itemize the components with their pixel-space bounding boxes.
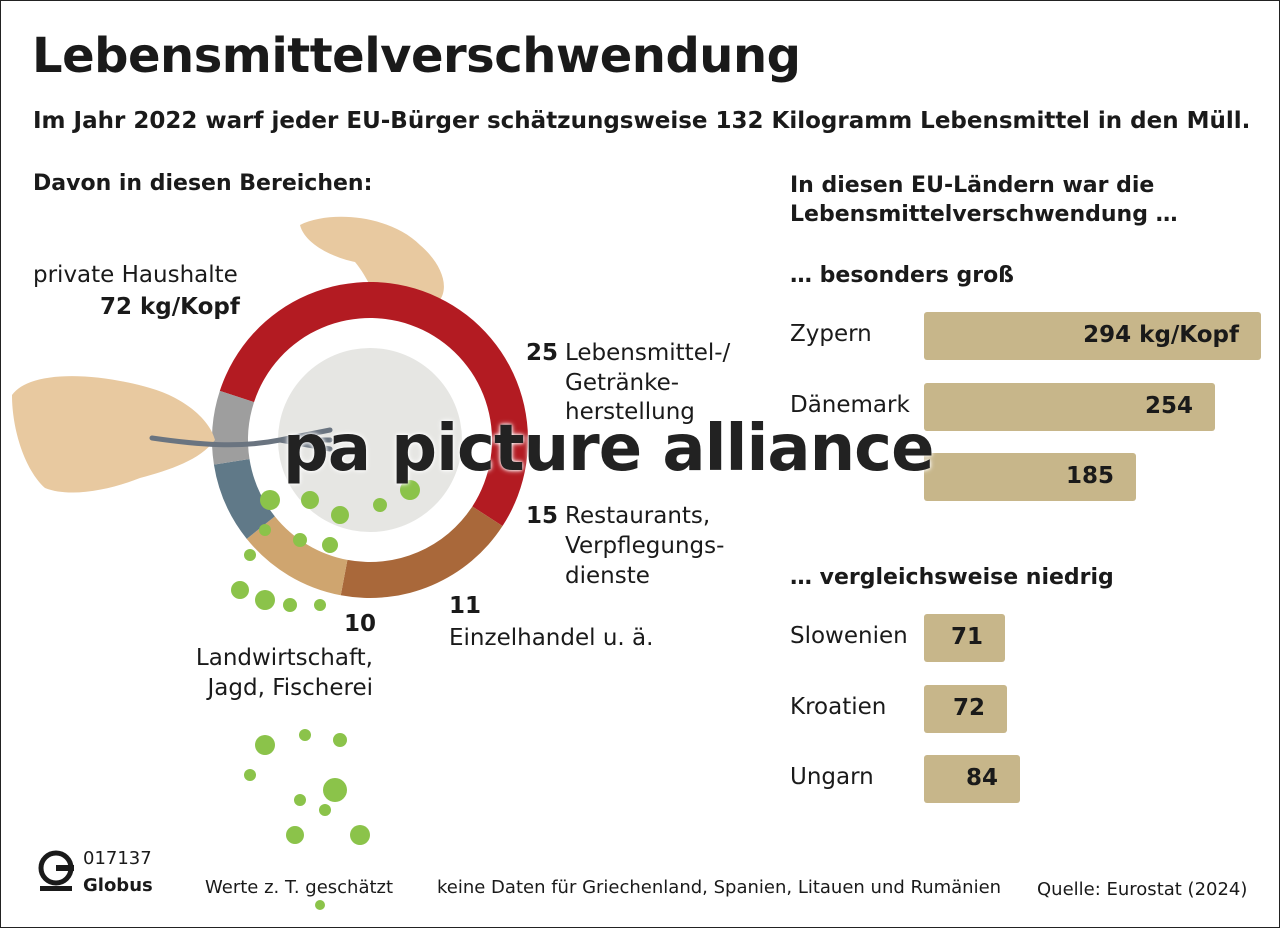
country-name: Ungarn [790,764,874,790]
retail-value: 11 [449,593,482,619]
fork-illustration [149,427,333,452]
leaves-illustration [231,480,420,910]
donut-slice-manufacturing [340,506,503,598]
country-name: Slowenien [790,623,908,649]
note-no-data: keine Daten für Griechenland, Spanien, L… [437,877,1002,898]
restaurants-label-line2: Verpflegungs- [565,533,725,559]
page-subtitle: Im Jahr 2022 warf jeder EU-Bürger schätz… [33,108,1251,134]
restaurants-label-line3: dienste [565,563,650,589]
countries-heading: In diesen EU-Ländern war die Lebensmitte… [790,173,1178,227]
watermark-text: pa picture alliance [283,412,934,486]
source-note: Quelle: Eurostat (2024) [1037,879,1248,900]
country-bar-value: 294 kg/Kopf [1083,322,1239,348]
manufacturing-label-line2: Getränke- [565,370,680,396]
sectors-heading: Davon in diesen Bereichen: [33,171,373,196]
country-bar [924,614,1005,662]
donut-slices [212,282,528,598]
country-bar [924,383,1215,431]
country-name: Kroatien [790,694,887,720]
retail-label: Einzelhandel u. ä. [449,625,654,651]
country-bar-value: 71 [950,624,983,650]
manufacturing-label-line3: herstellung [565,399,695,425]
brand-name: Globus [83,875,153,896]
country-bar [924,312,1261,360]
households-label: private Haushalte [33,262,238,288]
hand-left-illustration [12,376,215,493]
low-group-heading: … vergleichsweise niedrig [790,565,1114,590]
country-bar [924,453,1136,501]
restaurants-value: 15 [526,503,559,529]
donut-slice-households [219,282,528,527]
watermark: pa picture alliance [283,412,934,486]
agriculture-value: 10 [344,611,377,637]
page-title: Lebensmittelverschwendung [32,28,801,84]
agriculture-label-line1: Landwirtschaft, [195,645,373,671]
country-bar-value: 84 [965,765,998,791]
country-bar [924,685,1007,733]
note-estimated: Werte z. T. geschätzt [205,877,394,898]
country-name: Dänemark [790,392,910,418]
donut-slice-restaurants [246,516,348,596]
restaurants-label-line1: Restaurants, [565,503,711,529]
country-bar-value: 254 [1144,393,1193,419]
high-group-heading: … besonders groß [790,263,1015,288]
country-bar [924,755,1020,803]
manufacturing-label-line1: Lebensmittel-/ [565,340,731,366]
donut-illustration [12,216,528,910]
country-bar-value: 185 [1065,463,1114,489]
globus-logo-icon [38,850,74,891]
country-bar-value: 72 [952,695,985,721]
agriculture-label-line2: Jagd, Fischerei [207,675,374,701]
country-name: Zypern [790,321,872,347]
donut-slice-retail [213,458,275,539]
donut-slice-agriculture [212,390,255,465]
graphic-id: 017137 [83,848,152,869]
manufacturing-value: 25 [526,340,559,366]
households-value: 72 kg/Kopf [100,294,240,320]
